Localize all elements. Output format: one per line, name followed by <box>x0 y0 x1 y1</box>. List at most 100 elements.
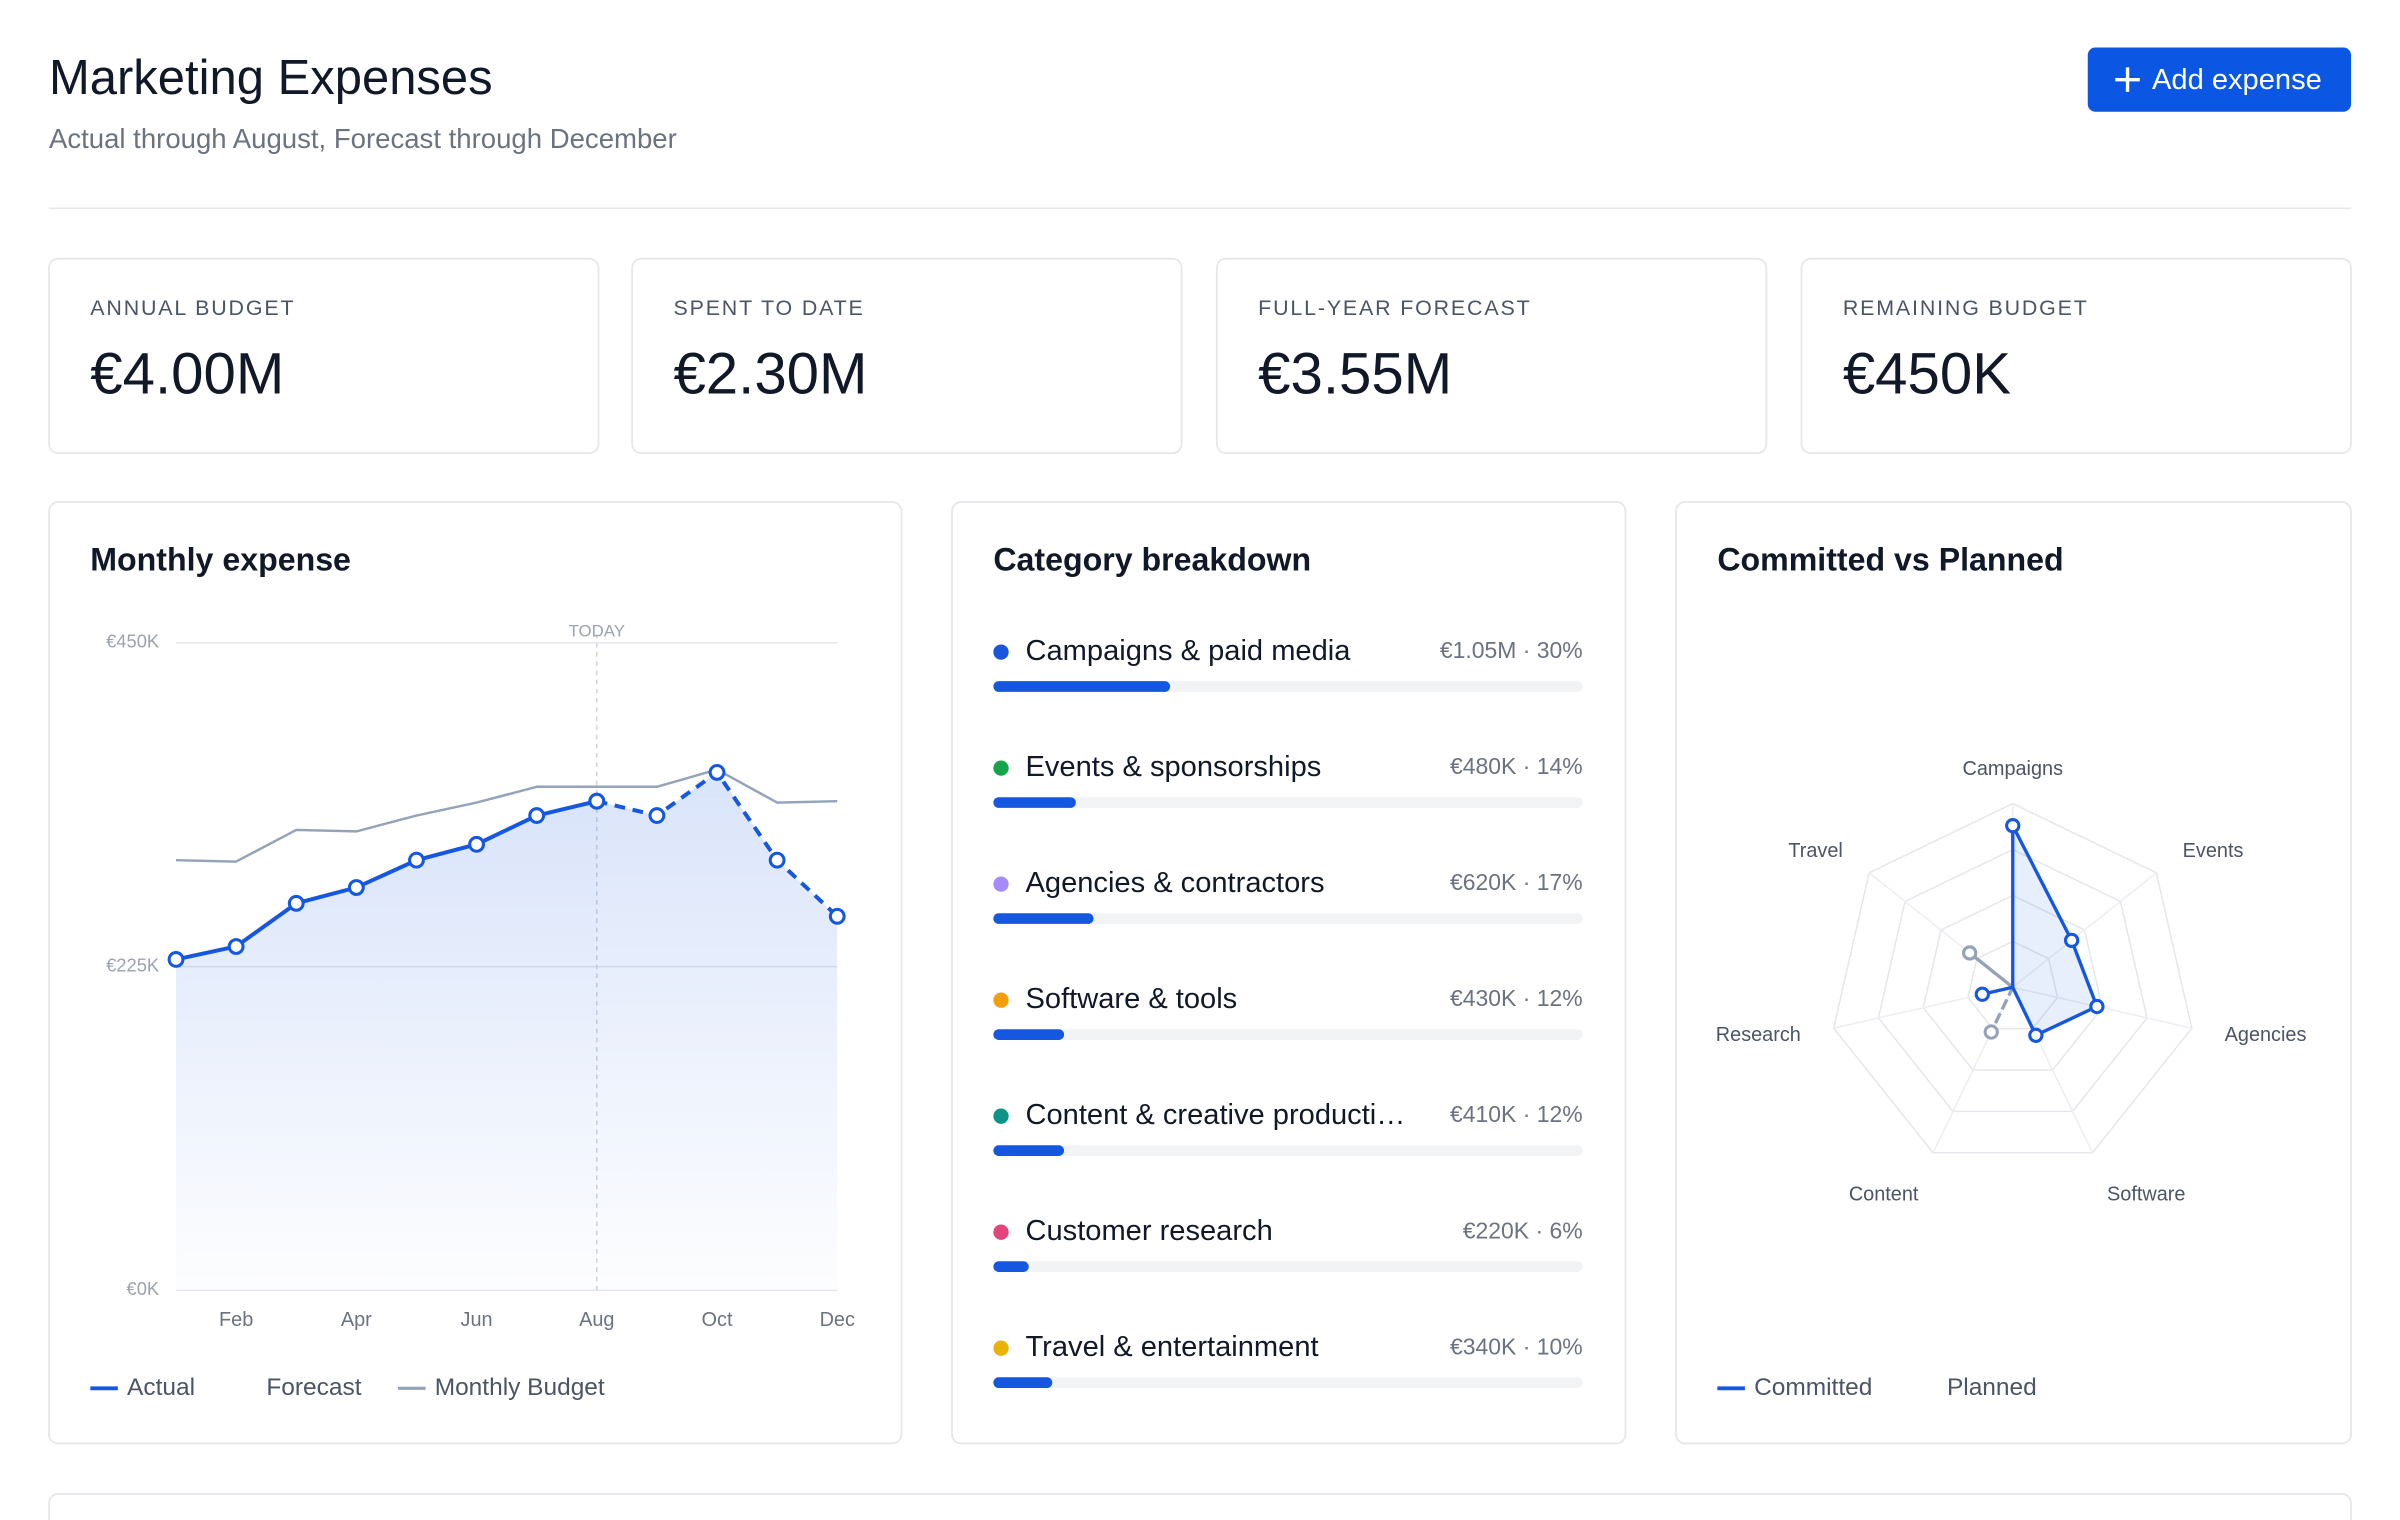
kpi-label: SPENT TO DATE <box>673 296 864 320</box>
data-point <box>408 851 425 869</box>
data-point <box>528 807 546 824</box>
category-dot <box>993 1340 1009 1356</box>
category-name: Campaigns & paid media <box>1026 635 1352 667</box>
series-line <box>175 768 838 863</box>
radar-spoke <box>2012 872 2157 988</box>
legend-label: Committed <box>1754 1374 1872 1401</box>
x-tick-label: Aug <box>579 1309 614 1331</box>
category-value: €620K · 17% <box>1450 869 1583 895</box>
bar <box>993 1261 1029 1272</box>
plus-icon[interactable] <box>2115 67 2140 92</box>
legend-label: Monthly Budget <box>435 1374 605 1401</box>
data-point <box>648 807 666 824</box>
radar-point <box>1962 945 1978 961</box>
category-value: €430K · 12% <box>1450 985 1583 1011</box>
area <box>176 801 597 1291</box>
bar-track <box>993 913 1583 924</box>
data-point <box>768 851 786 869</box>
radar-point <box>2005 818 2021 834</box>
button-label[interactable]: Add expense <box>2152 64 2322 96</box>
kpi-value: €2.30M <box>673 341 867 406</box>
button-bg[interactable] <box>2087 47 2352 112</box>
category-value: €410K · 12% <box>1450 1101 1583 1127</box>
category-name: Agencies & contractors <box>1026 867 1325 899</box>
category-dot <box>993 1224 1009 1240</box>
data-point <box>828 907 846 925</box>
data-point <box>468 835 485 853</box>
radar-ring <box>1922 894 2104 1071</box>
card-title: Monthly expense <box>90 541 351 577</box>
radar-label: Events <box>2183 840 2244 862</box>
bar <box>993 797 1076 808</box>
radar-point <box>1974 986 1990 1002</box>
radar-label: Content <box>1849 1184 1919 1206</box>
bar-track <box>993 1145 1583 1156</box>
today-label: TODAY <box>569 622 625 641</box>
category-name: Travel & entertainment <box>1026 1331 1319 1363</box>
kpi-card <box>1215 257 1768 455</box>
data-point <box>167 951 185 968</box>
area <box>596 772 838 1291</box>
category-dot <box>993 1108 1009 1124</box>
card-title: Category breakdown <box>993 541 1311 577</box>
bar <box>993 1377 1053 1389</box>
kpi-value: €4.00M <box>90 341 284 406</box>
kpi-label: REMAINING BUDGET <box>1843 296 2089 320</box>
radar-point <box>2063 932 2080 948</box>
y-tick-label: €0K <box>127 1278 160 1299</box>
category-dot <box>993 992 1009 1008</box>
x-tick-label: Dec <box>820 1309 855 1331</box>
x-tick-label: Apr <box>341 1309 372 1331</box>
bar-track <box>993 1261 1583 1272</box>
card <box>951 501 1627 1445</box>
data-point <box>287 894 305 912</box>
radar-ring <box>1967 940 2059 1030</box>
radar-point <box>2089 998 2105 1015</box>
bar <box>993 913 1094 924</box>
kpi-label: FULL-YEAR FORECAST <box>1258 296 1531 320</box>
category-value: €1.05M · 30% <box>1440 637 1583 663</box>
bar-track <box>993 1029 1583 1040</box>
page-title: Marketing Expenses <box>49 51 493 105</box>
radar-point <box>1983 1024 1999 1040</box>
category-name: Customer research <box>1026 1215 1273 1247</box>
radar-ring <box>1877 848 2148 1113</box>
legend-label: Forecast <box>266 1374 361 1401</box>
data-point <box>227 938 245 955</box>
category-dot <box>993 760 1009 776</box>
radar-label: Campaigns <box>1962 758 2063 780</box>
radar-label: Agencies <box>2225 1024 2307 1046</box>
series-line <box>175 799 598 962</box>
x-tick-label: Jun <box>461 1309 493 1331</box>
radar-label: Software <box>2107 1184 2185 1206</box>
category-name: Events & sponsorships <box>1026 751 1322 783</box>
data-point <box>347 879 365 896</box>
bar <box>993 681 1171 692</box>
category-name: Content & creative producti… <box>1026 1099 1406 1131</box>
category-dot <box>993 876 1009 892</box>
kpi-label: ANNUAL BUDGET <box>90 296 295 320</box>
legend-label: Planned <box>1947 1374 2037 1401</box>
bar <box>993 1029 1065 1040</box>
card-title: Committed vs Planned <box>1717 541 2063 577</box>
card <box>48 1493 2352 1520</box>
x-tick-label: Oct <box>702 1309 733 1331</box>
page-subtitle: Actual through August, Forecast through … <box>49 123 677 154</box>
radar-point <box>2028 1027 2044 1043</box>
bar-track <box>993 1377 1583 1389</box>
category-name: Software & tools <box>1026 983 1238 1015</box>
category-value: €480K · 14% <box>1450 753 1583 779</box>
radar-label: Research <box>1716 1024 1801 1046</box>
radar-label: Travel <box>1788 840 1842 862</box>
radar-shape <box>1980 823 2099 1037</box>
kpi-card <box>1800 257 2352 455</box>
add-expense-button[interactable]: Add expense <box>2087 47 2352 112</box>
data-point <box>708 763 726 781</box>
category-dot <box>993 644 1009 660</box>
category-value: €340K · 10% <box>1450 1333 1583 1359</box>
bar <box>993 1145 1065 1156</box>
y-tick-label: €450K <box>106 631 160 652</box>
kpi-card <box>631 257 1183 455</box>
